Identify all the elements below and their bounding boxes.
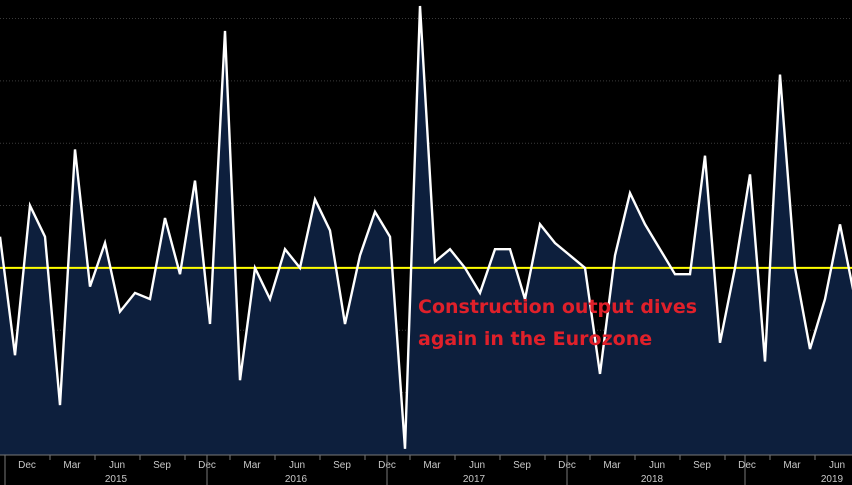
x-tick-label: Mar xyxy=(63,460,81,471)
annotation-line-1: Construction output dives xyxy=(418,296,698,318)
x-tick-label: Jun xyxy=(289,460,305,471)
x-tick-label: Sep xyxy=(333,460,351,471)
x-tick-label: Jun xyxy=(109,460,125,471)
annotation-line-2: again in the Eurozone xyxy=(418,328,653,350)
series-line xyxy=(0,5,852,449)
year-label: 2018 xyxy=(641,474,664,485)
x-tick-label: Sep xyxy=(513,460,531,471)
year-label: 2019 xyxy=(821,474,844,485)
year-label: 2017 xyxy=(463,474,486,485)
series-area xyxy=(0,6,852,455)
x-axis: Dec Mar Jun Sep Dec Mar Jun Sep Dec Mar Jun Sep Dec M… xyxy=(0,454,852,485)
x-tick-label: Jun xyxy=(649,460,665,471)
x-tick-label: Sep xyxy=(153,460,171,471)
x-tick-label: Mar xyxy=(783,460,801,471)
x-tick-label: Sep xyxy=(693,460,711,471)
x-tick-label: Mar xyxy=(423,460,441,471)
x-tick-label: Jun xyxy=(469,460,485,471)
x-tick-label: Dec xyxy=(738,460,756,471)
x-tick-label: Mar xyxy=(603,460,621,471)
year-label: 2016 xyxy=(285,474,308,485)
x-tick-label: Dec xyxy=(18,460,36,471)
x-tick-label: Jun xyxy=(829,460,845,471)
year-label: 2015 xyxy=(105,474,128,485)
x-tick-label: Mar xyxy=(243,460,261,471)
chart-annotation: Construction output dives again in the E… xyxy=(418,291,697,355)
